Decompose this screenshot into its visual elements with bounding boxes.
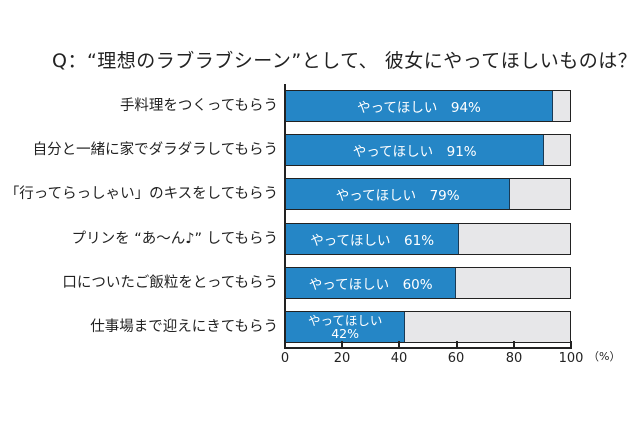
x-axis-line bbox=[285, 347, 571, 349]
bar-fill: やってほしい 61% bbox=[286, 224, 460, 254]
x-tick bbox=[513, 341, 515, 349]
y-axis-line bbox=[284, 84, 286, 349]
bar-track: やってほしい 79% bbox=[285, 178, 571, 210]
bar-value-label: やってほしい 91% bbox=[352, 144, 477, 160]
bar-fill: やってほしい 91% bbox=[286, 135, 545, 165]
bar-track: やってほしい 42% bbox=[285, 311, 571, 343]
bar-value-label: やってほしい 94% bbox=[357, 100, 481, 116]
bar-value-label: やってほしい bbox=[307, 313, 383, 328]
x-tick bbox=[456, 341, 458, 349]
x-tick-label: 40 bbox=[390, 351, 408, 366]
bar-track: やってほしい 91% bbox=[285, 134, 571, 166]
bar-fill: やってほしい 60% bbox=[286, 268, 457, 298]
x-tick bbox=[570, 341, 572, 349]
bar-fill: やってほしい 79% bbox=[286, 179, 511, 209]
x-tick-label: 20 bbox=[333, 351, 351, 366]
bar-track: やってほしい 61% bbox=[285, 223, 571, 255]
chart-title: Q：“理想のラブラブシーン”として、 彼女にやってほしいものは？ bbox=[52, 50, 638, 72]
x-axis-unit: （%） bbox=[588, 350, 621, 363]
bar-fill: やってほしい 94% bbox=[286, 91, 553, 121]
category-label: プリンを “あ～ん♪” してもらう bbox=[71, 231, 278, 247]
bar-value-label: 42% bbox=[331, 326, 360, 341]
category-label: 「行ってらっしゃい」のキスをしてもらう bbox=[4, 186, 278, 202]
x-tick bbox=[398, 341, 400, 349]
x-tick-label: 60 bbox=[447, 351, 465, 366]
category-label: 自分と一緒に家でダラダラしてもらう bbox=[32, 142, 278, 158]
x-tick-label: 80 bbox=[505, 351, 523, 366]
x-tick-label: 0 bbox=[280, 351, 290, 366]
category-label: 仕事場まで迎えにきてもらう bbox=[90, 319, 278, 335]
category-label: 口についたご飯粒をとってもらう bbox=[62, 275, 278, 291]
bar-value-label: やってほしい 61% bbox=[310, 233, 435, 249]
bar-track: やってほしい 60% bbox=[285, 267, 571, 299]
x-tick bbox=[341, 341, 343, 349]
x-tick-label: 100 bbox=[558, 351, 584, 366]
bar-fill: やってほしい 42% bbox=[286, 312, 406, 342]
bar-track: やってほしい 94% bbox=[285, 90, 571, 122]
x-tick bbox=[284, 341, 286, 349]
bar-value-label: やってほしい 60% bbox=[308, 277, 433, 293]
bar-value-label: やってほしい 79% bbox=[335, 188, 460, 204]
category-label: 手料理をつくってもらう bbox=[119, 98, 278, 114]
